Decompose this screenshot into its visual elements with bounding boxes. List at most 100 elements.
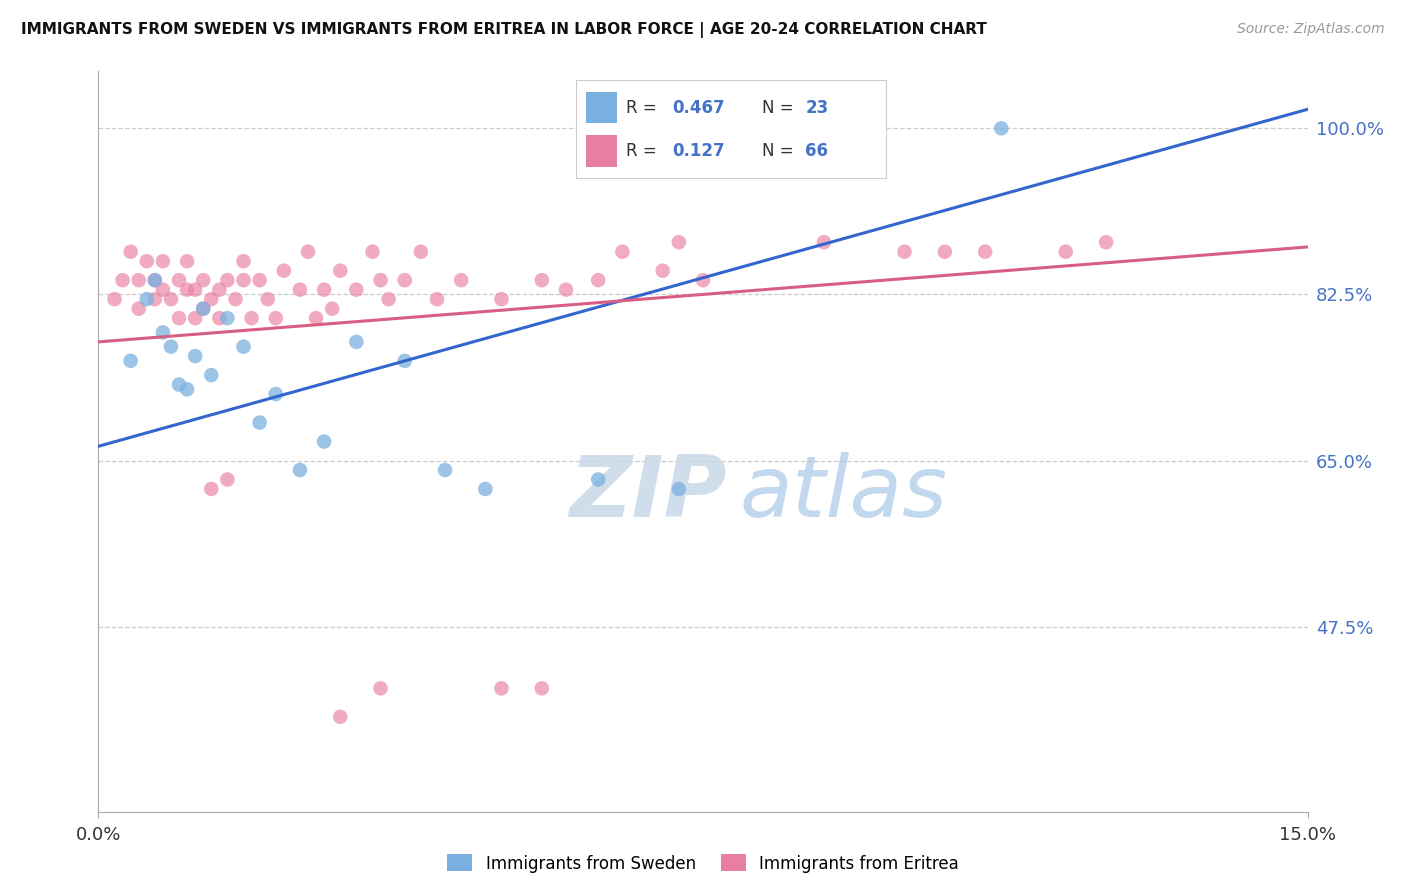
Point [491, 681, 513, 696]
Point [934, 244, 956, 259]
Text: 66: 66 [806, 142, 828, 160]
Text: R =: R = [626, 99, 662, 117]
Point [555, 283, 578, 297]
Point [394, 273, 416, 287]
Point [232, 254, 254, 268]
Point [120, 354, 142, 368]
Point [409, 244, 432, 259]
Point [264, 387, 287, 401]
Point [329, 263, 352, 277]
Point [208, 311, 231, 326]
Point [434, 463, 457, 477]
Bar [586, 136, 617, 167]
Point [167, 377, 190, 392]
Text: N =: N = [762, 99, 799, 117]
Point [990, 121, 1012, 136]
Point [314, 283, 336, 297]
Point [612, 244, 634, 259]
Text: N =: N = [762, 142, 799, 160]
Point [474, 482, 496, 496]
Point [305, 311, 328, 326]
Point [240, 311, 263, 326]
Point [314, 434, 336, 449]
Point [160, 340, 183, 354]
Point [128, 273, 150, 287]
Point [176, 254, 198, 268]
Point [152, 326, 174, 340]
Point [651, 263, 673, 277]
Point [321, 301, 343, 316]
Point [288, 463, 311, 477]
Point [143, 273, 166, 287]
Point [1054, 244, 1077, 259]
Point [1095, 235, 1118, 250]
Point [974, 244, 997, 259]
Legend: Immigrants from Sweden, Immigrants from Eritrea: Immigrants from Sweden, Immigrants from … [440, 847, 966, 880]
Point [135, 292, 157, 306]
Point [668, 235, 690, 250]
Point [530, 273, 553, 287]
Point [377, 292, 399, 306]
Point [184, 283, 207, 297]
Point [208, 283, 231, 297]
Text: IMMIGRANTS FROM SWEDEN VS IMMIGRANTS FROM ERITREA IN LABOR FORCE | AGE 20-24 COR: IMMIGRANTS FROM SWEDEN VS IMMIGRANTS FRO… [21, 22, 987, 38]
Point [217, 473, 239, 487]
Point [249, 273, 271, 287]
Point [176, 283, 198, 297]
Point [232, 340, 254, 354]
Point [586, 273, 609, 287]
Point [668, 482, 690, 496]
Point [184, 349, 207, 363]
Point [288, 283, 311, 297]
Point [193, 301, 215, 316]
Point [426, 292, 449, 306]
Text: 0.467: 0.467 [672, 99, 725, 117]
Point [264, 311, 287, 326]
Point [120, 244, 142, 259]
Point [184, 311, 207, 326]
Point [853, 121, 876, 136]
Point [167, 273, 190, 287]
Point [217, 273, 239, 287]
Text: ZIP: ZIP [569, 452, 727, 535]
Point [224, 292, 246, 306]
Point [370, 681, 392, 696]
Bar [586, 92, 617, 123]
Point [160, 292, 183, 306]
Point [297, 244, 319, 259]
Point [103, 292, 125, 306]
Text: R =: R = [626, 142, 662, 160]
Text: Source: ZipAtlas.com: Source: ZipAtlas.com [1237, 22, 1385, 37]
Point [370, 273, 392, 287]
Point [893, 244, 915, 259]
Point [200, 482, 222, 496]
Point [152, 283, 174, 297]
Point [491, 292, 513, 306]
Point [586, 473, 609, 487]
Point [344, 283, 367, 297]
Point [135, 254, 157, 268]
Point [329, 710, 352, 724]
Point [111, 273, 134, 287]
Point [530, 681, 553, 696]
Point [193, 301, 215, 316]
Point [143, 273, 166, 287]
Point [176, 382, 198, 396]
Text: 0.127: 0.127 [672, 142, 725, 160]
Point [152, 254, 174, 268]
Point [394, 354, 416, 368]
Point [361, 244, 384, 259]
Point [692, 273, 714, 287]
Point [167, 311, 190, 326]
Point [128, 301, 150, 316]
Text: atlas: atlas [740, 452, 948, 535]
Point [344, 334, 367, 349]
Point [143, 292, 166, 306]
Point [249, 416, 271, 430]
Point [232, 273, 254, 287]
Point [193, 273, 215, 287]
Point [200, 368, 222, 383]
Point [273, 263, 295, 277]
Point [813, 235, 835, 250]
Point [217, 311, 239, 326]
